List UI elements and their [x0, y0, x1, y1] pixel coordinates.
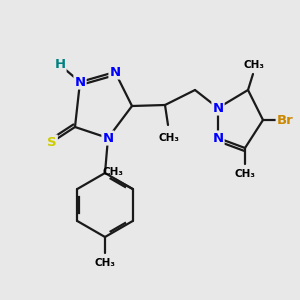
Text: N: N — [110, 65, 121, 79]
Text: CH₃: CH₃ — [235, 169, 256, 179]
Text: N: N — [74, 76, 86, 88]
Text: H: H — [54, 58, 66, 71]
Text: N: N — [212, 101, 224, 115]
Text: Br: Br — [277, 113, 293, 127]
Text: N: N — [102, 131, 114, 145]
Text: CH₃: CH₃ — [102, 167, 123, 177]
Text: CH₃: CH₃ — [94, 258, 116, 268]
Text: N: N — [212, 131, 224, 145]
Text: CH₃: CH₃ — [158, 133, 179, 143]
Text: CH₃: CH₃ — [244, 60, 265, 70]
Text: S: S — [47, 136, 57, 148]
